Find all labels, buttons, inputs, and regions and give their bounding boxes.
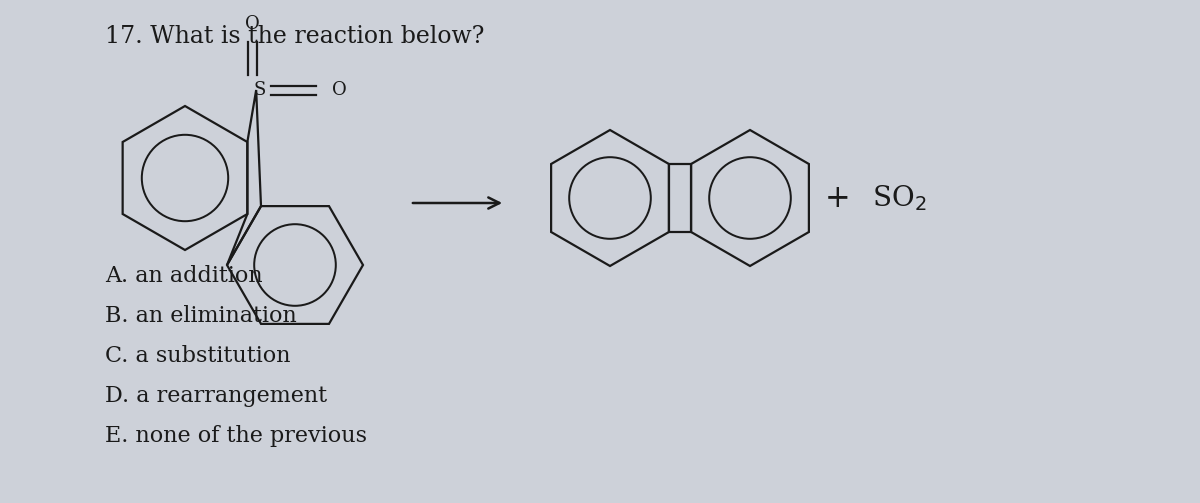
Text: O: O [332,81,347,99]
Text: 17. What is the reaction below?: 17. What is the reaction below? [106,25,485,48]
Text: D. a rearrangement: D. a rearrangement [106,385,328,407]
Text: SO$_2$: SO$_2$ [872,183,926,213]
Text: E. none of the previous: E. none of the previous [106,425,367,447]
Text: A. an addition: A. an addition [106,265,263,287]
Text: +: + [826,183,851,213]
Text: O: O [245,15,259,33]
Text: C. a substitution: C. a substitution [106,345,290,367]
Text: S: S [254,81,266,99]
Text: B. an elimination: B. an elimination [106,305,296,327]
